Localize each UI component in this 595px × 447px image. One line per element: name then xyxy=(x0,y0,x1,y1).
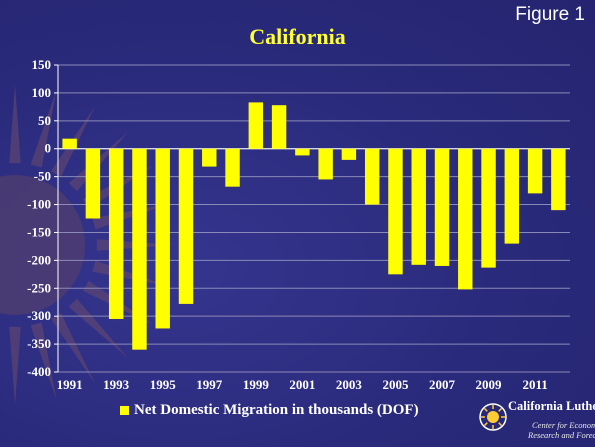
bar-2003 xyxy=(341,148,357,160)
bar-2006 xyxy=(411,148,426,265)
x-tick-label: 1991 xyxy=(57,377,83,392)
y-tick-label: -250 xyxy=(27,280,51,295)
california-lutheran-logo: California Lutheran Center for Economic … xyxy=(472,396,595,444)
x-tick-label: 2009 xyxy=(476,377,503,392)
x-tick-label: 2003 xyxy=(336,377,363,392)
sunburst-emblem-icon xyxy=(479,403,507,431)
x-tick-label: 2005 xyxy=(382,377,409,392)
bar-1999 xyxy=(248,102,264,149)
bar-1994 xyxy=(132,148,147,350)
x-tick-label: 1993 xyxy=(103,377,130,392)
y-tick-label: 100 xyxy=(32,85,52,100)
bar-2007 xyxy=(434,148,450,266)
legend: Net Domestic Migration in thousands (DOF… xyxy=(120,402,419,419)
bar-2004 xyxy=(364,148,380,205)
bar-1991 xyxy=(62,138,77,149)
y-tick-label: -50 xyxy=(34,169,51,184)
y-tick-label: 0 xyxy=(45,141,52,156)
logo-tagline-1: Center for Economic xyxy=(532,420,595,430)
y-tick-label: -100 xyxy=(27,197,51,212)
bar-2005 xyxy=(388,148,403,275)
chart-title: California xyxy=(249,24,346,49)
y-tick-label: -150 xyxy=(27,224,51,239)
logo-tagline-2: Research and Forecasting xyxy=(528,430,595,440)
x-tick-label: 2001 xyxy=(289,377,315,392)
bar-2010 xyxy=(504,148,520,244)
bar-2009 xyxy=(481,148,496,268)
bar-2000 xyxy=(271,105,287,149)
y-tick-label: -400 xyxy=(27,364,51,379)
bar-1992 xyxy=(85,148,101,219)
bar-2002 xyxy=(318,148,333,180)
bar-2012 xyxy=(551,148,566,211)
y-tick-label: -300 xyxy=(27,308,51,323)
bar-1997 xyxy=(202,148,217,167)
bar-2011 xyxy=(527,148,543,194)
bar-1995 xyxy=(155,148,170,329)
x-tick-label: 2007 xyxy=(429,377,456,392)
bar-1998 xyxy=(225,148,240,187)
bar-1996 xyxy=(178,148,194,304)
bar-1993 xyxy=(108,148,124,319)
logo-name: California Lutheran xyxy=(508,399,595,413)
x-tick-label: 1997 xyxy=(196,377,223,392)
x-tick-label: 1995 xyxy=(150,377,177,392)
y-tick-label: 150 xyxy=(32,57,52,72)
y-tick-label: -200 xyxy=(27,252,51,267)
figure-label: Figure 1 xyxy=(515,4,585,25)
x-tick-label: 2011 xyxy=(522,377,547,392)
y-tick-label: 50 xyxy=(38,113,51,128)
legend-swatch xyxy=(120,406,129,415)
legend-label: Net Domestic Migration in thousands (DOF… xyxy=(134,402,419,418)
y-tick-label: -350 xyxy=(27,336,51,351)
bar-2001 xyxy=(295,148,310,156)
bar-2008 xyxy=(458,148,473,290)
x-tick-label: 1999 xyxy=(243,377,270,392)
